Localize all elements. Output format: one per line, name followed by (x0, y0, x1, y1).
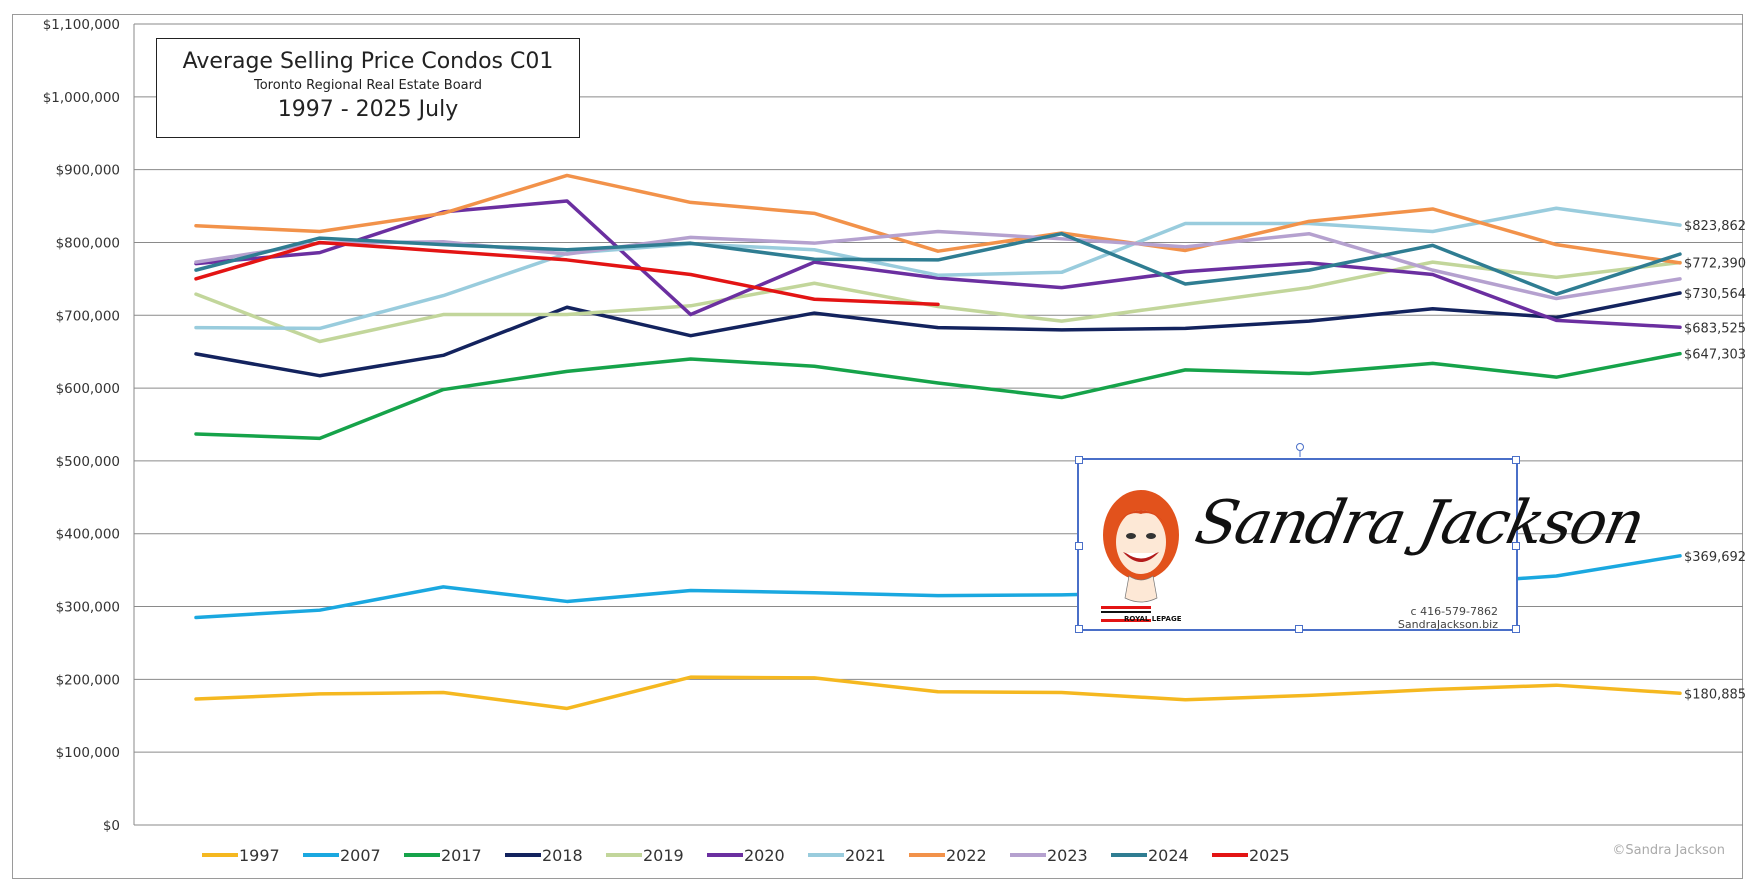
resize-handle[interactable] (1295, 625, 1303, 633)
end-value-label: $823,862 (1684, 219, 1746, 234)
legend: 1997 2007 2017 2018 2019 2020 2021 2022 2023 2024… (202, 846, 1290, 865)
caricature-portrait-icon (1101, 490, 1179, 622)
y-tick-label: $700,000 (56, 308, 120, 324)
chart-subtitle: Toronto Regional Real Estate Board (254, 78, 482, 93)
chart-date-range: 1997 - 2025 July (277, 97, 459, 122)
legend-label: 2023 (1047, 846, 1088, 865)
end-value-label: $647,303 (1684, 348, 1746, 363)
rotate-handle-icon[interactable] (1290, 443, 1310, 457)
legend-label: 2019 (643, 846, 684, 865)
series-line-2024 (194, 231, 1682, 296)
y-tick-label: $1,100,000 (43, 17, 120, 33)
resize-handle[interactable] (1512, 456, 1520, 464)
resize-handle[interactable] (1512, 625, 1520, 633)
y-tick-label: $400,000 (56, 527, 120, 543)
copyright-notice: ©Sandra Jackson (1612, 843, 1725, 858)
series-line-2022 (194, 173, 1682, 265)
gridlines (133, 23, 1743, 826)
agent-logo-box[interactable]: ROYAL LEPAGE Sandra Jackson c 416-579-78… (1075, 443, 1649, 633)
legend-label: 2025 (1249, 846, 1290, 865)
end-value-label: $730,564 (1684, 287, 1746, 302)
series-line-2025 (194, 240, 940, 307)
end-value-label: $772,390 (1684, 257, 1746, 272)
legend-label: 2024 (1148, 846, 1189, 865)
y-tick-label: $100,000 (56, 745, 120, 761)
series-line-2023 (194, 229, 1682, 301)
legend-label: 2018 (542, 846, 583, 865)
legend-label: 1997 (239, 846, 280, 865)
series-line-2017 (194, 351, 1682, 441)
end-value-label: $683,525 (1684, 321, 1746, 336)
chart-title: Average Selling Price Condos C01 (182, 49, 554, 74)
end-value-label: $369,692 (1684, 550, 1746, 565)
legend-label: 2021 (845, 846, 886, 865)
agent-phone: c 416-579-7862 (1410, 605, 1498, 618)
legend-label: 2017 (441, 846, 482, 865)
end-value-label: $180,885 (1684, 687, 1746, 702)
legend-label: 2020 (744, 846, 785, 865)
series-lines (194, 173, 1682, 711)
resize-handle[interactable] (1512, 542, 1520, 550)
resize-handle[interactable] (1075, 456, 1083, 464)
y-tick-label: $300,000 (56, 600, 120, 616)
y-tick-label: $0 (103, 818, 120, 834)
y-tick-label: $1,000,000 (43, 90, 120, 106)
y-axis-ticks: $0 $100,000 $200,000 $300,000 $400,000 $500,0… (43, 17, 120, 834)
y-tick-label: $200,000 (56, 672, 120, 688)
y-tick-label: $900,000 (56, 163, 120, 179)
resize-handle[interactable] (1075, 542, 1083, 550)
brokerage-logo: ROYAL LEPAGE (1124, 615, 1182, 623)
chart-frame (12, 14, 1743, 879)
legend-label: 2022 (946, 846, 987, 865)
y-tick-label: $800,000 (56, 235, 120, 251)
series-line-1997 (194, 675, 1682, 711)
resize-handle[interactable] (1075, 625, 1083, 633)
series-line-2019 (194, 260, 1682, 344)
agent-website: SandraJackson.biz (1397, 618, 1498, 631)
chart-title-box: Average Selling Price Condos C01 Toronto… (156, 38, 580, 138)
y-tick-label: $600,000 (56, 381, 120, 397)
signature: Sandra Jackson (1189, 488, 1650, 558)
legend-label: 2007 (340, 846, 381, 865)
end-value-labels: $823,862 $772,390 $730,564 $683,525 $647,303… (1684, 219, 1746, 702)
y-tick-label: $500,000 (56, 454, 120, 470)
series-line-2018 (194, 291, 1682, 378)
series-line-2021 (194, 206, 1682, 331)
